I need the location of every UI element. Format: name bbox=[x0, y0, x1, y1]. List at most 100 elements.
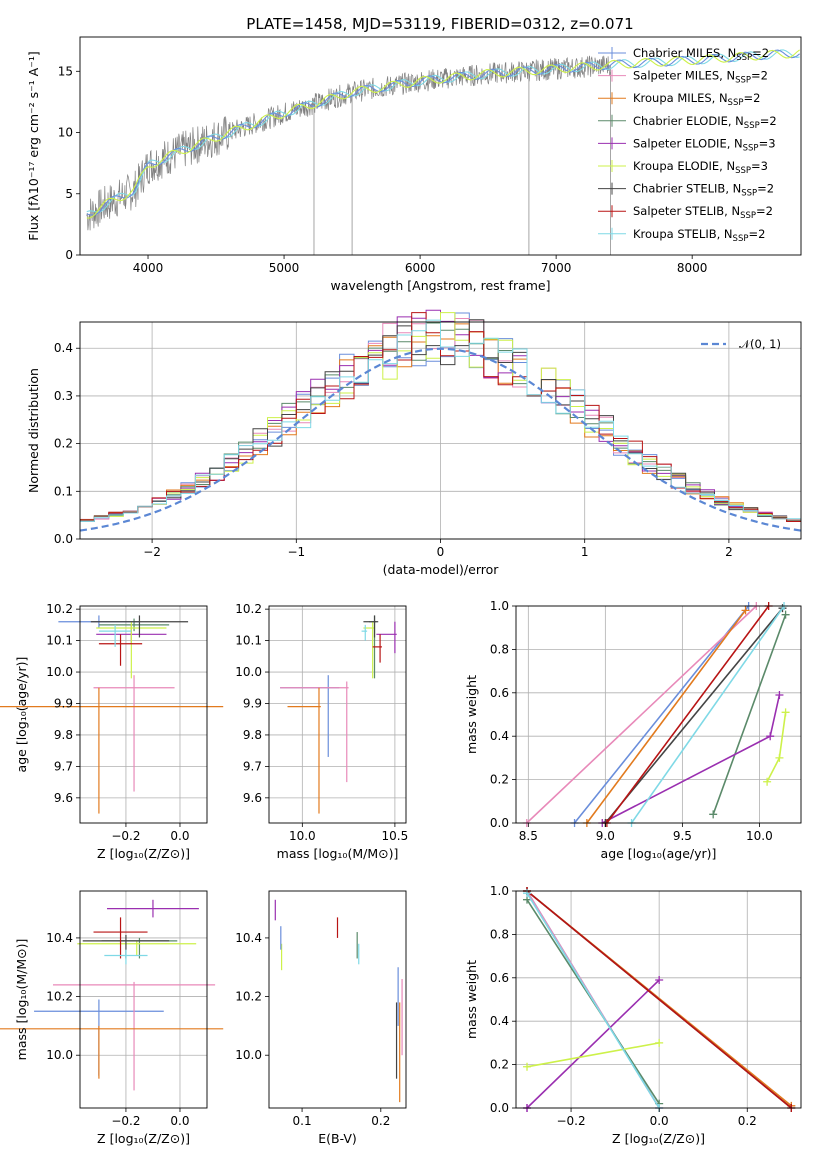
x-axis-label: age [log₁₀(age/yr)] bbox=[601, 846, 717, 861]
y-tick-label: 0.4 bbox=[490, 729, 509, 743]
y-axis-label: mass [log₁₀(M/M⊙)] bbox=[14, 939, 29, 1061]
axes-frame bbox=[79, 890, 208, 1109]
x-tick-label: 6000 bbox=[405, 261, 436, 275]
y-tick-label: 10.0 bbox=[46, 1048, 73, 1062]
y-tick-label: 15 bbox=[58, 64, 73, 78]
y-tick-label: 10.2 bbox=[235, 602, 262, 616]
y-tick-label: 1.0 bbox=[490, 884, 509, 898]
x-tick-label: 10.0 bbox=[746, 829, 773, 843]
y-axis-label: age [log₁₀(age/yr)] bbox=[14, 657, 29, 773]
mass-weight-line bbox=[766, 712, 787, 783]
y-tick-label: 10.1 bbox=[46, 634, 73, 648]
y-tick-label: 10.0 bbox=[235, 665, 262, 679]
axes-frame bbox=[79, 321, 802, 540]
x-tick-label: 10.5 bbox=[382, 829, 409, 843]
axes-frame bbox=[515, 605, 802, 824]
legend-label: Kroupa MILES, NSSP=2 bbox=[633, 91, 760, 108]
x-tick-label: 1 bbox=[581, 545, 589, 559]
y-tick-label: 9.6 bbox=[54, 791, 73, 805]
x-tick-label: 0.2 bbox=[738, 1114, 757, 1128]
model-spectrum bbox=[86, 49, 800, 219]
y-tick-label: 5 bbox=[65, 187, 73, 201]
x-axis-label: Z [log₁₀(Z/Z⊙)] bbox=[612, 1131, 705, 1146]
mass-weight-marker bbox=[766, 732, 775, 741]
y-tick-label: 9.8 bbox=[243, 728, 262, 742]
axes-frame bbox=[268, 890, 407, 1109]
y-axis-label: mass weight bbox=[464, 960, 479, 1039]
x-tick-label: 10.0 bbox=[289, 829, 316, 843]
y-tick-label: 0 bbox=[65, 248, 73, 262]
x-tick-label: 9.5 bbox=[673, 829, 692, 843]
legend-label: 𝒩(0, 1) bbox=[739, 337, 781, 351]
mass-weight-line bbox=[526, 892, 660, 1109]
y-tick-label: 0.0 bbox=[54, 532, 73, 546]
y-tick-label: 10.4 bbox=[46, 931, 73, 945]
x-tick-label: −0.2 bbox=[556, 1114, 585, 1128]
x-axis-label: wavelength [Angstrom, rest frame] bbox=[330, 278, 550, 293]
mass-weight-line bbox=[586, 609, 747, 824]
x-tick-label: 7000 bbox=[541, 261, 572, 275]
legend-label: Chabrier MILES, NSSP=2 bbox=[633, 46, 769, 63]
mass-weight-marker bbox=[741, 606, 750, 615]
mass-weight-line bbox=[526, 890, 792, 1109]
y-tick-label: 9.7 bbox=[54, 759, 73, 773]
mass-weight-marker bbox=[709, 810, 718, 819]
x-tick-label: −1 bbox=[287, 545, 305, 559]
y-tick-label: 0.2 bbox=[490, 1058, 509, 1072]
observed-spectrum bbox=[86, 55, 611, 231]
axes-frame bbox=[79, 36, 802, 256]
y-axis-label: Normed distribution bbox=[26, 368, 41, 493]
legend-label: Salpeter STELIB, NSSP=2 bbox=[633, 204, 773, 221]
figure-title: PLATE=1458, MJD=53119, FIBERID=0312, z=0… bbox=[246, 15, 633, 33]
mass-weight-line bbox=[601, 694, 781, 824]
mass-weight-line bbox=[604, 607, 784, 824]
mass-weight-line bbox=[526, 1042, 660, 1068]
legend-label: Chabrier ELODIE, NSSP=2 bbox=[633, 114, 777, 131]
x-tick-label: 5000 bbox=[269, 261, 300, 275]
y-tick-label: 10.1 bbox=[235, 634, 262, 648]
y-tick-label: 0.0 bbox=[490, 816, 509, 830]
legend-label: Chabrier STELIB, NSSP=2 bbox=[633, 182, 774, 199]
y-tick-label: 0.3 bbox=[54, 389, 73, 403]
x-tick-label: 0.0 bbox=[650, 1114, 669, 1128]
y-tick-label: 0.1 bbox=[54, 484, 73, 498]
legend-label: Kroupa ELODIE, NSSP=3 bbox=[633, 159, 768, 176]
x-axis-label: Z [log₁₀(Z/Z⊙)] bbox=[97, 1131, 190, 1146]
y-tick-label: 10 bbox=[58, 126, 73, 140]
mass-weight-line bbox=[573, 605, 750, 824]
x-tick-label: −2 bbox=[143, 545, 161, 559]
x-axis-label: Z [log₁₀(Z/Z⊙)] bbox=[97, 846, 190, 861]
y-tick-label: 0.2 bbox=[54, 437, 73, 451]
mass-weight-line bbox=[630, 605, 785, 824]
x-tick-label: 0.1 bbox=[293, 1114, 312, 1128]
y-tick-label: 0.4 bbox=[54, 341, 73, 355]
mass-weight-marker bbox=[775, 690, 784, 699]
x-tick-label: 8.5 bbox=[519, 829, 538, 843]
mass-weight-marker bbox=[781, 708, 790, 717]
mass-weight-marker bbox=[781, 610, 790, 619]
legend-label: Salpeter MILES, NSSP=2 bbox=[633, 69, 768, 86]
model-spectrum bbox=[86, 49, 800, 213]
grid-layer bbox=[80, 322, 801, 1109]
mass-weight-marker bbox=[523, 1062, 532, 1071]
y-axis-label: Flux [fλ10⁻¹⁷ erg cm⁻² s⁻¹ A⁻¹] bbox=[26, 51, 41, 240]
y-tick-label: 10.2 bbox=[235, 990, 262, 1004]
x-tick-label: 0.0 bbox=[170, 829, 189, 843]
axes-frame bbox=[515, 890, 802, 1109]
x-tick-label: −0.2 bbox=[111, 829, 140, 843]
y-tick-label: 0.6 bbox=[490, 971, 509, 985]
legend-label: Salpeter ELODIE, NSSP=3 bbox=[633, 136, 776, 153]
legend-label: Kroupa STELIB, NSSP=2 bbox=[633, 227, 765, 244]
y-tick-label: 10.4 bbox=[235, 931, 262, 945]
y-tick-label: 10.2 bbox=[46, 602, 73, 616]
axes-frame bbox=[268, 605, 407, 824]
mass-weight-line bbox=[712, 614, 787, 815]
mass-weight-marker bbox=[763, 777, 772, 786]
x-tick-label: 2 bbox=[725, 545, 733, 559]
y-tick-label: 0.6 bbox=[490, 686, 509, 700]
mass-weight-marker bbox=[655, 1038, 664, 1047]
mass-weight-marker bbox=[523, 889, 532, 898]
y-tick-label: 9.8 bbox=[54, 728, 73, 742]
mass-weight-marker bbox=[655, 975, 664, 984]
